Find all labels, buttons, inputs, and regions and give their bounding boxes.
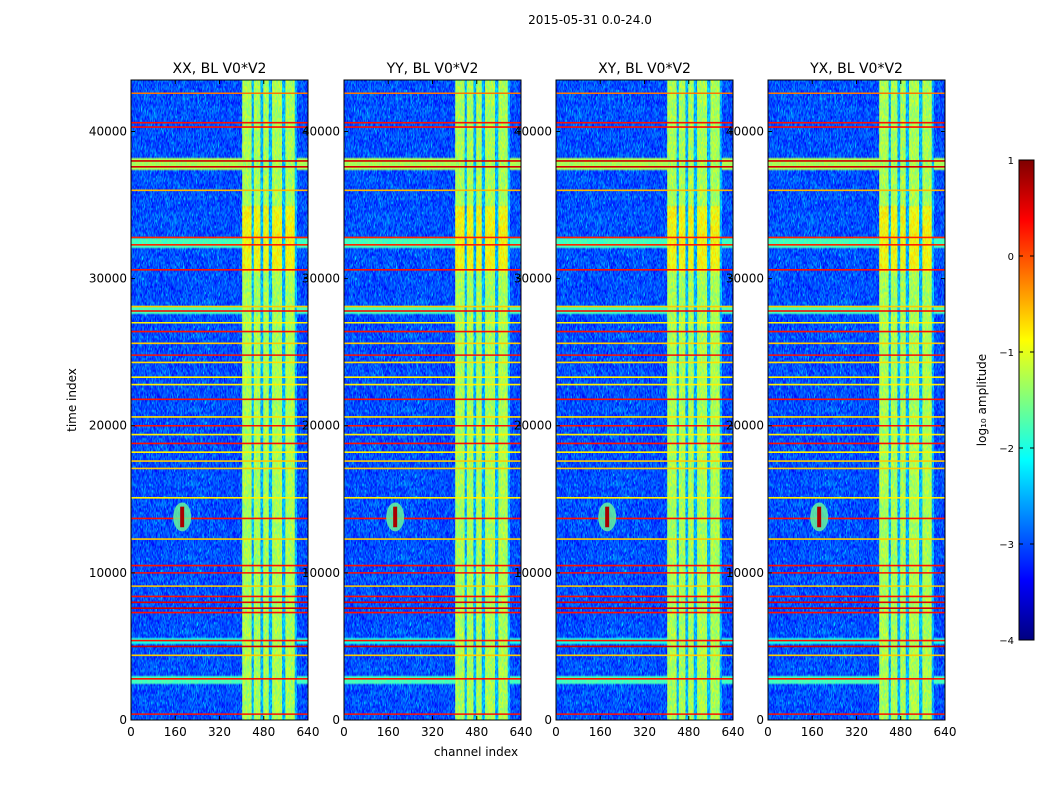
y-tick-label: 0 [544,713,552,727]
y-tick-label: 0 [119,713,127,727]
x-tick-label: 320 [633,725,656,739]
heatmap-panel: YY, BL V0*V2 0 160 320 480 640 0 10000 20000 3000… [302,61,533,739]
x-axis-label: channel index [434,745,518,759]
x-tick-label: 0 [764,725,772,739]
panel-title: XY, BL V0*V2 [598,61,691,77]
x-tick-label: 160 [377,725,400,739]
panel-title: YX, BL V0*V2 [809,61,903,77]
colorbar-tick-label: −4 [999,636,1014,647]
colorbar-tick-label: −1 [999,348,1014,359]
x-tick-label: 160 [164,725,187,739]
x-tick-label: 640 [297,725,320,739]
x-tick-label: 480 [465,725,488,739]
x-tick-label: 640 [722,725,745,739]
x-tick-label: 480 [252,725,275,739]
heatmap-panel: YX, BL V0*V2 0 160 320 480 640 0 10000 20000 3000… [726,61,957,739]
y-tick-label: 10000 [514,566,552,580]
y-tick-label: 10000 [89,566,127,580]
panel-title: YY, BL V0*V2 [386,61,479,77]
source-spot [817,506,822,528]
colorbar-tick-label: 0 [1008,252,1014,263]
x-tick-label: 320 [208,725,231,739]
y-tick-label: 40000 [726,124,764,138]
y-tick-label: 30000 [302,272,340,286]
y-tick-label: 20000 [726,419,764,433]
x-tick-label: 480 [677,725,700,739]
y-tick-label: 20000 [514,419,552,433]
x-tick-label: 0 [340,725,348,739]
y-tick-label: 40000 [514,124,552,138]
colorbar [1018,159,1035,641]
colorbar-tick-label: 1 [1008,156,1014,167]
figure-title: 2015-05-31 0.0-24.0 [528,13,652,27]
x-tick-label: 0 [552,725,560,739]
y-tick-label: 0 [332,713,340,727]
colorbar-label: log₁₀ amplitude [975,354,989,446]
y-tick-label: 30000 [514,272,552,286]
x-tick-label: 160 [801,725,824,739]
y-tick-label: 0 [756,713,764,727]
x-tick-label: 0 [127,725,135,739]
source-spot [180,506,185,528]
y-tick-label: 10000 [726,566,764,580]
y-tick-label: 30000 [89,272,127,286]
y-tick-label: 40000 [89,124,127,138]
x-tick-label: 480 [889,725,912,739]
x-tick-label: 320 [421,725,444,739]
y-tick-label: 20000 [302,419,340,433]
heatmap-panel: XX, BL V0*V2 0 160 320 480 640 0 10000 20000 3000… [89,61,320,739]
source-spot [605,506,610,528]
y-tick-label: 20000 [89,419,127,433]
panel-title: XX, BL V0*V2 [173,61,267,77]
x-tick-label: 640 [510,725,533,739]
x-tick-label: 160 [589,725,612,739]
source-spot [393,506,398,528]
x-tick-label: 640 [934,725,957,739]
x-tick-label: 320 [845,725,868,739]
colorbar-tick-label: −2 [999,444,1014,455]
y-tick-label: 40000 [302,124,340,138]
heatmap-panel: XY, BL V0*V2 0 160 320 480 640 0 10000 20000 3000… [514,61,745,739]
colorbar-tick-label: −3 [999,540,1014,551]
y-tick-label: 30000 [726,272,764,286]
y-tick-label: 10000 [302,566,340,580]
y-axis-label: time index [65,368,79,432]
